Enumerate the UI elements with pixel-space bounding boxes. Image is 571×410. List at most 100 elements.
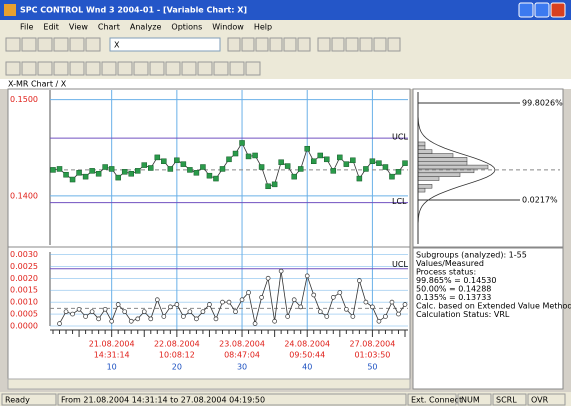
stats-line: 0.135% = 0.13733 bbox=[416, 293, 491, 302]
menu-item[interactable]: Chart bbox=[98, 23, 120, 32]
chart-label: X-MR Chart / X bbox=[8, 80, 67, 89]
scrollbar[interactable] bbox=[7, 378, 411, 390]
tool-button[interactable] bbox=[345, 37, 359, 52]
data-point bbox=[259, 295, 264, 300]
x-number-label: 50 bbox=[367, 363, 377, 372]
tool-button[interactable] bbox=[21, 37, 37, 52]
tool-button[interactable] bbox=[181, 61, 197, 76]
ucl-label: UCL bbox=[392, 260, 408, 269]
tool-button[interactable] bbox=[331, 37, 345, 52]
tool-button[interactable] bbox=[37, 37, 53, 52]
data-point bbox=[297, 166, 304, 172]
tool-button[interactable] bbox=[229, 61, 245, 76]
x-date-label: 27.08.2004 bbox=[350, 340, 396, 349]
tool-button[interactable] bbox=[245, 61, 261, 76]
tool-button[interactable] bbox=[5, 61, 21, 76]
tool-button[interactable] bbox=[85, 37, 101, 52]
histogram-bar bbox=[417, 160, 468, 166]
tool-button[interactable] bbox=[5, 37, 21, 52]
maximize-button[interactable] bbox=[534, 2, 550, 18]
data-point bbox=[396, 311, 401, 317]
tool-button[interactable] bbox=[133, 61, 149, 76]
menu-item[interactable]: View bbox=[69, 23, 88, 32]
histogram-bar bbox=[417, 149, 433, 154]
tool-button[interactable] bbox=[213, 61, 229, 76]
data-point bbox=[128, 318, 134, 324]
data-point bbox=[304, 273, 310, 279]
data-point bbox=[121, 169, 128, 175]
data-point bbox=[245, 153, 252, 160]
tool-button[interactable] bbox=[117, 61, 133, 76]
tool-button[interactable] bbox=[227, 37, 241, 52]
data-point bbox=[252, 152, 258, 159]
data-point bbox=[337, 290, 343, 295]
data-point bbox=[350, 157, 356, 164]
tool-button[interactable] bbox=[283, 37, 297, 52]
data-point bbox=[402, 302, 408, 307]
data-point bbox=[180, 161, 187, 167]
tool-button[interactable] bbox=[85, 61, 101, 76]
combo-box[interactable] bbox=[109, 37, 221, 52]
data-point bbox=[233, 309, 238, 315]
tool-button[interactable] bbox=[101, 61, 117, 76]
data-point bbox=[200, 164, 206, 170]
data-point bbox=[200, 309, 206, 315]
tool-button[interactable] bbox=[149, 61, 165, 76]
tool-button[interactable] bbox=[197, 61, 213, 76]
tool-button[interactable] bbox=[387, 37, 401, 52]
data-point bbox=[95, 171, 102, 177]
tool-button[interactable] bbox=[21, 61, 37, 76]
stats-line: Calc. based on Extended Value Method bbox=[416, 302, 571, 311]
title-bar bbox=[0, 0, 571, 20]
data-point bbox=[141, 162, 148, 168]
stats-line: Calculation Status: VRL bbox=[416, 310, 510, 319]
data-point bbox=[109, 318, 115, 324]
tool-button[interactable] bbox=[53, 37, 69, 52]
data-point bbox=[154, 154, 161, 161]
menu-item[interactable]: Help bbox=[254, 23, 272, 32]
x-number-label: 30 bbox=[237, 363, 247, 372]
data-point bbox=[161, 158, 167, 164]
tool-button[interactable] bbox=[317, 37, 331, 52]
data-point bbox=[324, 314, 330, 319]
data-point bbox=[369, 158, 376, 164]
data-point bbox=[311, 292, 317, 298]
tool-button[interactable] bbox=[241, 37, 255, 52]
tool-button[interactable] bbox=[69, 61, 85, 76]
data-point bbox=[232, 150, 239, 157]
data-point bbox=[343, 306, 349, 312]
tool-button[interactable] bbox=[37, 61, 53, 76]
tool-button[interactable] bbox=[69, 37, 85, 52]
close-button[interactable] bbox=[550, 2, 566, 18]
menu-item[interactable]: File bbox=[20, 23, 33, 32]
data-point bbox=[343, 161, 350, 167]
stats-line: 50.00% = 0.14288 bbox=[416, 285, 491, 294]
tool-button[interactable] bbox=[165, 61, 181, 76]
menu-item[interactable]: Edit bbox=[43, 23, 59, 32]
tool-button[interactable] bbox=[53, 61, 69, 76]
data-point bbox=[330, 168, 337, 174]
data-point bbox=[402, 160, 408, 166]
histogram-bar bbox=[417, 157, 468, 162]
tool-button[interactable] bbox=[373, 37, 387, 52]
data-point bbox=[206, 172, 213, 179]
x-date-label: 22.08.2004 bbox=[154, 340, 200, 349]
menu-item[interactable]: Analyze bbox=[130, 23, 162, 32]
data-point bbox=[115, 302, 121, 307]
data-point bbox=[291, 297, 297, 303]
data-point bbox=[207, 302, 212, 307]
minimize-button[interactable] bbox=[518, 2, 534, 18]
menu-item[interactable]: Options bbox=[171, 23, 202, 32]
menu-item[interactable]: Window bbox=[212, 23, 244, 32]
data-point bbox=[181, 314, 186, 319]
x-number-label: 10 bbox=[107, 363, 117, 372]
tool-button[interactable] bbox=[269, 37, 283, 52]
tool-button[interactable] bbox=[255, 37, 269, 52]
x-date-label: 21.08.2004 bbox=[89, 340, 135, 349]
data-point bbox=[115, 174, 121, 181]
menu-bar bbox=[0, 20, 571, 33]
tool-button[interactable] bbox=[297, 37, 311, 52]
histogram-bar bbox=[417, 187, 426, 193]
tool-button[interactable] bbox=[359, 37, 373, 52]
data-point bbox=[82, 173, 89, 180]
